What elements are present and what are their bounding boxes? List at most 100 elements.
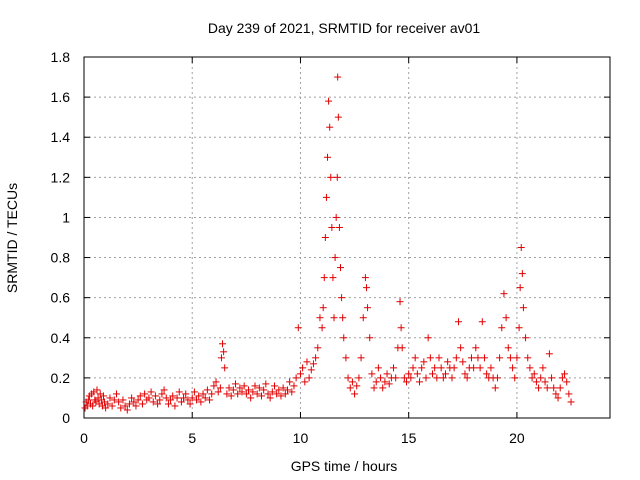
data-point	[372, 378, 380, 386]
data-point	[167, 396, 175, 404]
data-point	[145, 394, 153, 402]
data-point	[344, 374, 352, 382]
data-point	[212, 378, 220, 386]
data-point	[339, 314, 347, 322]
data-point	[227, 392, 235, 400]
data-point	[326, 123, 334, 131]
data-point	[296, 370, 304, 378]
data-point	[513, 354, 521, 362]
data-point	[232, 380, 240, 388]
data-point	[474, 354, 482, 362]
data-point	[206, 396, 214, 404]
data-point	[554, 394, 562, 402]
data-point	[441, 370, 449, 378]
data-point	[316, 314, 324, 322]
data-point	[519, 304, 527, 312]
data-point	[328, 223, 336, 231]
data-point	[424, 334, 432, 342]
plot-frame	[83, 56, 611, 419]
data-point	[463, 374, 471, 382]
data-point	[346, 384, 354, 392]
data-point	[329, 274, 337, 282]
data-point	[537, 374, 545, 382]
data-point	[334, 113, 342, 121]
data-point	[195, 392, 203, 400]
data-point	[405, 370, 413, 378]
data-point	[234, 390, 242, 398]
data-point	[164, 400, 172, 408]
data-point	[84, 396, 92, 404]
x-tick-label: 0	[80, 430, 88, 446]
data-point	[147, 388, 155, 396]
y-tick-labels: 0 0.2 0.4 0.6 0.8 1 1.2 1.4 1.6 1.8	[51, 49, 71, 426]
data-point	[506, 354, 514, 362]
data-point	[322, 193, 330, 201]
data-point	[240, 382, 248, 390]
data-point	[340, 334, 348, 342]
data-point	[374, 364, 382, 372]
data-point	[416, 378, 424, 386]
data-point	[528, 374, 536, 382]
data-point	[199, 390, 207, 398]
data-point	[493, 374, 501, 382]
data-point	[450, 364, 458, 372]
data-point	[309, 360, 317, 368]
data-point	[362, 284, 370, 292]
data-point	[357, 354, 365, 362]
data-point	[217, 354, 225, 362]
data-point	[420, 358, 428, 366]
data-point	[392, 374, 400, 382]
data-point	[158, 390, 166, 398]
data-point	[444, 358, 452, 366]
data-point	[89, 402, 97, 410]
data-point	[128, 394, 136, 402]
data-point	[182, 390, 190, 398]
data-point	[108, 402, 116, 410]
data-point	[330, 314, 338, 322]
data-point	[121, 402, 129, 410]
data-point	[502, 314, 510, 322]
data-point	[307, 366, 315, 374]
data-point	[132, 402, 140, 410]
data-point	[201, 394, 209, 402]
data-point	[364, 304, 372, 312]
data-point	[335, 223, 343, 231]
data-point	[526, 364, 534, 372]
data-point	[136, 392, 144, 400]
y-tick-label: 1.2	[51, 169, 71, 185]
data-point	[221, 364, 229, 372]
data-point	[398, 344, 406, 352]
data-point	[318, 324, 326, 332]
data-point	[548, 374, 556, 382]
y-tick-label: 1	[62, 209, 70, 225]
data-point	[390, 364, 398, 372]
data-point	[400, 374, 408, 382]
data-point	[359, 314, 367, 322]
data-point	[180, 394, 188, 402]
data-point	[355, 374, 363, 382]
data-point	[93, 386, 101, 394]
data-point	[550, 384, 558, 392]
data-point	[459, 358, 467, 366]
data-point	[351, 390, 359, 398]
data-point	[268, 388, 276, 396]
grid-lines	[84, 57, 610, 418]
data-point	[558, 374, 566, 382]
data-point	[320, 274, 328, 282]
y-axis-label: SRMTID / TECUs	[4, 183, 20, 293]
data-point	[294, 324, 302, 332]
data-point	[483, 370, 491, 378]
data-point	[236, 384, 244, 392]
data-point	[225, 384, 233, 392]
data-point	[491, 384, 499, 392]
y-tick-label: 1.6	[51, 89, 71, 105]
data-point	[290, 382, 298, 390]
data-point	[188, 394, 196, 402]
data-point	[253, 390, 261, 398]
data-point	[301, 378, 309, 386]
y-tick-label: 1.4	[51, 129, 71, 145]
data-point	[255, 384, 263, 392]
data-point	[418, 364, 426, 372]
x-tick-label: 15	[401, 430, 417, 446]
data-point	[325, 97, 333, 105]
